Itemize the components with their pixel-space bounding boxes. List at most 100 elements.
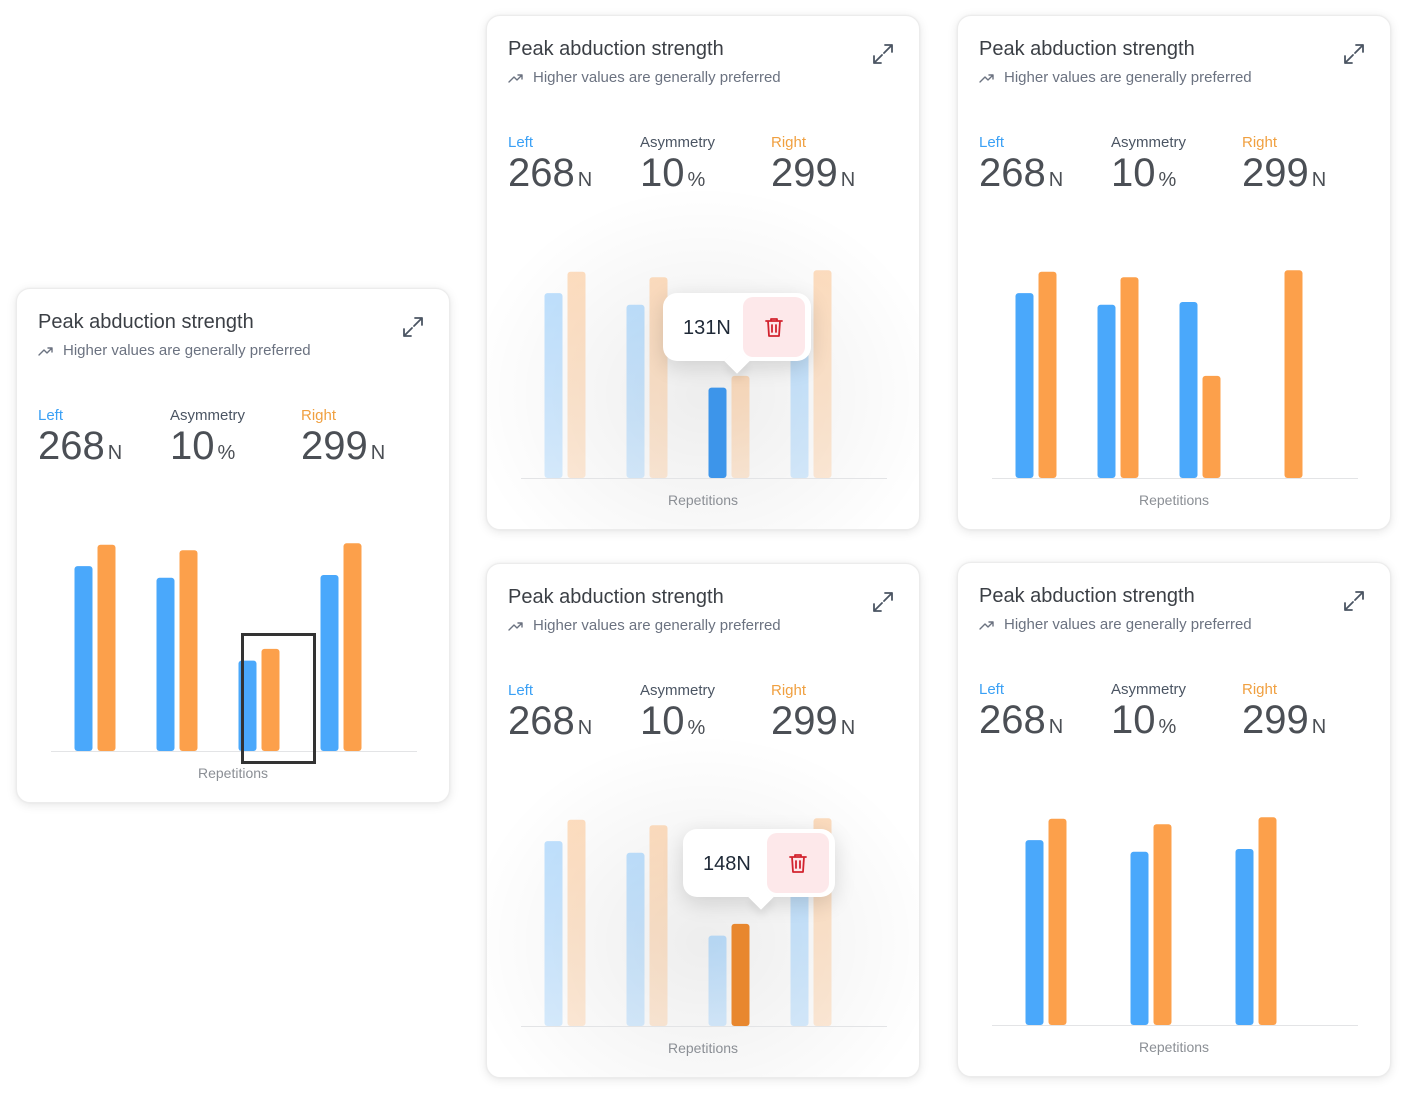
right-label: Right <box>301 407 337 424</box>
subtitle-text: Higher values are generally preferred <box>63 342 311 359</box>
trending-up-icon <box>38 346 53 356</box>
right-bar <box>1258 817 1277 1025</box>
asymmetry-value: 10 <box>170 424 215 468</box>
left-bar <box>1015 293 1034 478</box>
card-subtitle: Higher values are generally preferred <box>508 69 781 86</box>
expand-icon[interactable] <box>401 315 425 339</box>
bar-tooltip: 148N <box>683 829 835 897</box>
card-subtitle: Higher values are generally preferred <box>38 342 311 359</box>
tooltip-value: 148N <box>703 853 751 875</box>
card-title: Peak abduction strength <box>979 585 1195 607</box>
right-bar <box>97 544 116 751</box>
left-unit: N <box>1048 169 1064 191</box>
tooltip-value: 131N <box>683 317 731 339</box>
left-label: Left <box>979 681 1005 698</box>
expand-icon[interactable] <box>871 42 895 66</box>
strength-card: Peak abduction strength Higher values ar… <box>486 563 920 1078</box>
right-unit: N <box>1311 169 1327 191</box>
right-value: 299 <box>1242 151 1309 195</box>
right-label: Right <box>1242 681 1278 698</box>
subtitle-text: Higher values are generally preferred <box>1004 69 1252 86</box>
asymmetry-label: Asymmetry <box>1111 134 1186 151</box>
card-title: Peak abduction strength <box>979 38 1195 60</box>
x-axis-label: Repetitions <box>667 492 739 508</box>
card-title: Peak abduction strength <box>508 586 724 608</box>
right-label: Right <box>771 682 807 699</box>
trending-up-icon <box>979 620 994 630</box>
card-title: Peak abduction strength <box>508 38 724 60</box>
right-bar <box>179 550 198 751</box>
strength-card: Peak abduction strength Higher values ar… <box>16 288 450 803</box>
strength-card: Peak abduction strength Higher values ar… <box>486 15 920 530</box>
asymmetry-stat: Asymmetry 10% <box>1111 134 1186 193</box>
right-bar <box>1153 824 1172 1025</box>
x-axis-label: Repetitions <box>1138 1039 1210 1055</box>
asymmetry-unit: % <box>217 442 236 464</box>
trash-icon <box>765 318 783 337</box>
card-subtitle: Higher values are generally preferred <box>979 69 1252 86</box>
left-label: Left <box>38 407 64 424</box>
asymmetry-label: Asymmetry <box>170 407 245 424</box>
bar-chart <box>51 543 417 752</box>
bar-tooltip: 131N <box>663 293 811 361</box>
asymmetry-stat: Asymmetry 10% <box>170 407 245 466</box>
left-unit: N <box>107 442 123 464</box>
left-bar <box>626 304 645 478</box>
left-unit: N <box>1048 716 1064 738</box>
left-label: Left <box>508 134 534 151</box>
right-bar <box>1038 271 1057 478</box>
asymmetry-unit: % <box>1158 716 1177 738</box>
left-value: 268 <box>38 424 105 468</box>
right-unit: N <box>1311 716 1327 738</box>
right-bar <box>1284 270 1303 478</box>
left-label: Left <box>979 134 1005 151</box>
left-bar <box>320 575 339 751</box>
left-bar <box>708 935 727 1026</box>
trending-up-icon <box>508 73 523 83</box>
right-bar <box>1120 277 1139 478</box>
left-bar <box>156 577 175 751</box>
left-bar <box>544 293 563 478</box>
expand-icon[interactable] <box>871 590 895 614</box>
trending-up-icon <box>979 73 994 83</box>
right-label: Right <box>771 134 807 151</box>
trash-icon <box>789 854 807 873</box>
asymmetry-unit: % <box>1158 169 1177 191</box>
bar-chart <box>487 166 919 529</box>
subtitle-text: Higher values are generally preferred <box>533 617 781 634</box>
card-title: Peak abduction strength <box>38 311 254 333</box>
left-bar <box>1179 302 1198 478</box>
bar-chart <box>992 817 1358 1026</box>
left-bar <box>1235 849 1254 1025</box>
left-value: 268 <box>979 151 1046 195</box>
asymmetry-stat: Asymmetry 10% <box>1111 681 1186 740</box>
bar-chart <box>487 714 919 1077</box>
right-bar <box>567 271 586 478</box>
x-axis-label: Repetitions <box>1138 492 1210 508</box>
asymmetry-value: 10 <box>1111 151 1156 195</box>
subtitle-text: Higher values are generally preferred <box>533 69 781 86</box>
right-value: 299 <box>1242 698 1309 742</box>
delete-repetition-button[interactable] <box>767 833 829 893</box>
strength-card: Peak abduction strength Higher values ar… <box>957 15 1391 530</box>
asymmetry-value: 10 <box>1111 698 1156 742</box>
left-bar <box>1025 840 1044 1025</box>
right-bar <box>731 375 750 478</box>
expand-icon[interactable] <box>1342 589 1366 613</box>
right-bar <box>567 819 586 1026</box>
left-bar <box>544 841 563 1026</box>
strength-card: Peak abduction strength Higher values ar… <box>957 562 1391 1077</box>
card-subtitle: Higher values are generally preferred <box>979 616 1252 633</box>
expand-icon[interactable] <box>1342 42 1366 66</box>
delete-repetition-button[interactable] <box>743 297 805 357</box>
left-label: Left <box>508 682 534 699</box>
left-bar <box>1097 304 1116 478</box>
right-bar <box>813 270 832 478</box>
right-bar <box>261 648 280 751</box>
